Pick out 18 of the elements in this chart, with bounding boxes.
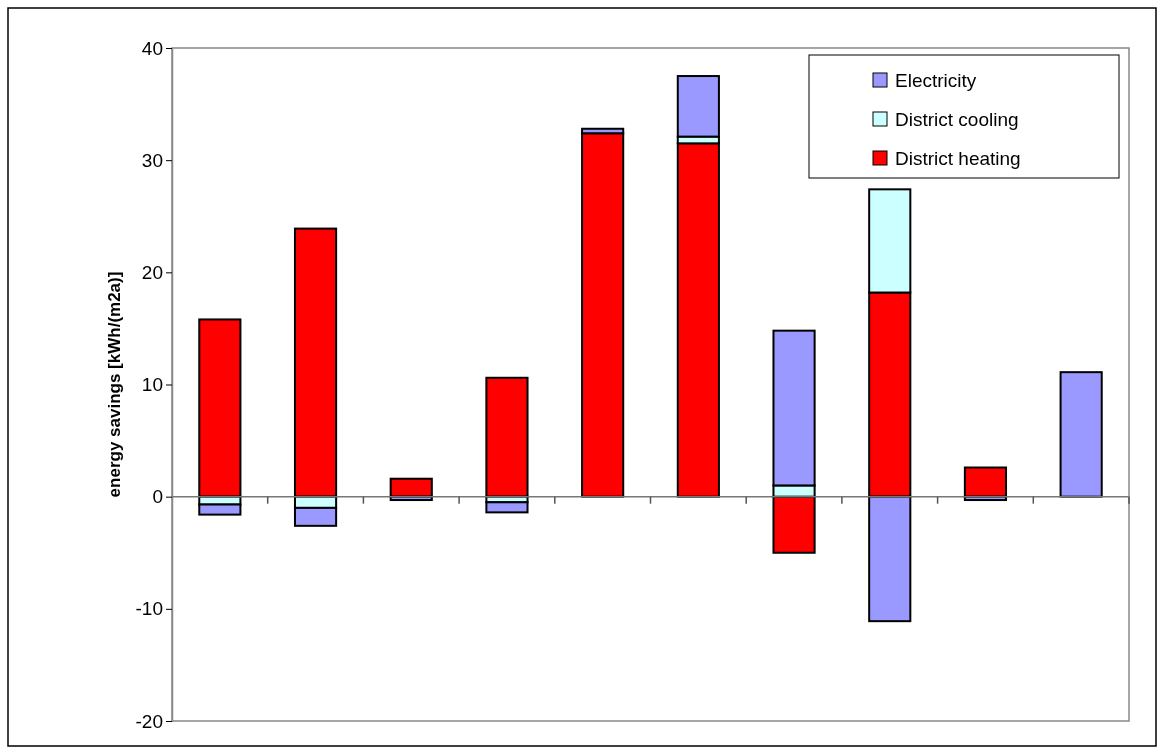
y-tick-label: 10 (141, 374, 163, 396)
y-tick-label: 40 (141, 37, 163, 59)
y-tick-label: -10 (135, 598, 163, 620)
bar (1059, 371, 1103, 498)
bar (485, 376, 529, 498)
y-tick-label: 0 (152, 486, 163, 508)
y-tick-label: 30 (141, 149, 163, 171)
bar (581, 132, 625, 498)
y-tick-label: 20 (141, 261, 163, 283)
legend-label: Electricity (895, 70, 977, 91)
legend-label: District heating (895, 148, 1021, 169)
bar (485, 501, 529, 514)
legend-label: District cooling (895, 109, 1019, 130)
y-tick-label: -20 (135, 710, 163, 732)
bar (963, 466, 1008, 498)
bar (676, 142, 720, 498)
bar (389, 477, 433, 498)
y-axis-title: energy savings [kWh/(m2a)] (105, 271, 124, 498)
